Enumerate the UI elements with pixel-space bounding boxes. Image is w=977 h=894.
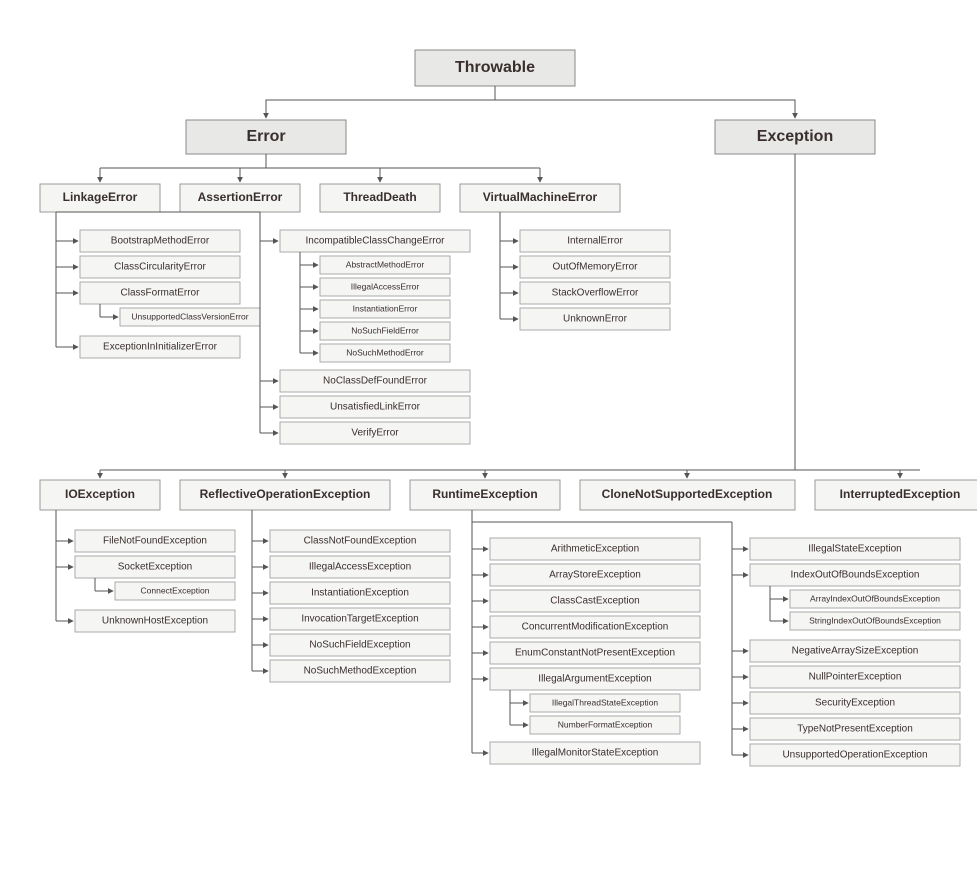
svg-text:InstantiationError: InstantiationError	[353, 303, 418, 313]
hierarchy-diagram: Throwable Error Exception LinkageError A…	[20, 20, 977, 874]
svg-text:NoSuchMethodException: NoSuchMethodException	[304, 666, 417, 677]
runtime-children-2: IllegalStateException IndexOutOfBoundsEx…	[750, 538, 960, 766]
label-threaddeath: ThreadDeath	[343, 190, 416, 204]
svg-text:UnknownError: UnknownError	[563, 314, 628, 325]
svg-text:UnsatisfiedLinkError: UnsatisfiedLinkError	[330, 402, 421, 413]
svg-text:NumberFormatException: NumberFormatException	[558, 719, 653, 729]
svg-text:InvocationTargetException: InvocationTargetException	[301, 614, 418, 625]
svg-text:IllegalStateException: IllegalStateException	[808, 544, 901, 555]
svg-text:NegativeArraySizeException: NegativeArraySizeException	[792, 646, 919, 657]
vmerror-children: InternalError OutOfMemoryError StackOver…	[520, 230, 670, 330]
label-linkageerror: LinkageError	[63, 190, 138, 204]
svg-text:BootstrapMethodError: BootstrapMethodError	[111, 236, 210, 247]
svg-text:NoSuchFieldException: NoSuchFieldException	[309, 640, 410, 651]
svg-text:IllegalArgumentException: IllegalArgumentException	[538, 674, 651, 685]
label-throwable: Throwable	[455, 59, 535, 76]
svg-text:ClassCircularityError: ClassCircularityError	[114, 262, 206, 273]
svg-text:ClassFormatError: ClassFormatError	[121, 288, 201, 299]
label-exception: Exception	[757, 128, 833, 145]
svg-text:IllegalThreadStateException: IllegalThreadStateException	[552, 697, 659, 707]
label-error: Error	[246, 128, 285, 145]
svg-text:ArrayStoreException: ArrayStoreException	[549, 570, 641, 581]
svg-text:CloneNotSupportedException: CloneNotSupportedException	[602, 487, 773, 501]
svg-text:ReflectiveOperationException: ReflectiveOperationException	[200, 487, 371, 501]
svg-text:NoSuchFieldError: NoSuchFieldError	[351, 325, 419, 335]
io-children: FileNotFoundException SocketException Co…	[75, 530, 235, 632]
svg-text:ClassCastException: ClassCastException	[550, 596, 639, 607]
linkage-children: BootstrapMethodError ClassCircularityErr…	[80, 230, 260, 358]
svg-text:NoClassDefFoundError: NoClassDefFoundError	[323, 376, 428, 387]
svg-text:ArithmeticException: ArithmeticException	[551, 544, 639, 555]
svg-text:VerifyError: VerifyError	[351, 428, 399, 439]
svg-text:EnumConstantNotPresentExceptio: EnumConstantNotPresentException	[515, 648, 675, 659]
svg-text:OutOfMemoryError: OutOfMemoryError	[552, 262, 638, 273]
svg-text:StackOverflowError: StackOverflowError	[552, 288, 639, 299]
svg-text:TypeNotPresentException: TypeNotPresentException	[797, 724, 913, 735]
svg-text:UnsupportedClassVersionError: UnsupportedClassVersionError	[131, 311, 248, 321]
svg-text:AbstractMethodError: AbstractMethodError	[346, 259, 425, 269]
svg-text:ConcurrentModificationExceptio: ConcurrentModificationException	[522, 622, 669, 633]
svg-text:UnsupportedOperationException: UnsupportedOperationException	[782, 750, 927, 761]
svg-text:RuntimeException: RuntimeException	[432, 487, 537, 501]
svg-text:NullPointerException: NullPointerException	[809, 672, 902, 683]
linkage-children-2: IncompatibleClassChangeError AbstractMet…	[280, 230, 470, 444]
svg-text:FileNotFoundException: FileNotFoundException	[103, 536, 207, 547]
svg-text:IllegalAccessException: IllegalAccessException	[309, 562, 411, 573]
svg-text:InterruptedException: InterruptedException	[840, 487, 961, 501]
svg-text:InstantiationException: InstantiationException	[311, 588, 409, 599]
svg-text:IndexOutOfBoundsException: IndexOutOfBoundsException	[791, 570, 920, 581]
svg-text:ClassNotFoundException: ClassNotFoundException	[304, 536, 417, 547]
runtime-children-1: ArithmeticException ArrayStoreException …	[490, 538, 700, 764]
svg-text:InternalError: InternalError	[567, 236, 623, 247]
svg-text:IOException: IOException	[65, 487, 135, 501]
svg-text:NoSuchMethodError: NoSuchMethodError	[346, 347, 424, 357]
svg-text:IllegalMonitorStateException: IllegalMonitorStateException	[532, 748, 659, 759]
svg-text:IncompatibleClassChangeError: IncompatibleClassChangeError	[306, 236, 446, 247]
svg-text:SecurityException: SecurityException	[815, 698, 895, 709]
svg-text:SocketException: SocketException	[118, 562, 193, 573]
svg-text:ExceptionInInitializerError: ExceptionInInitializerError	[103, 342, 218, 353]
svg-text:IllegalAccessError: IllegalAccessError	[351, 281, 420, 291]
svg-text:UnknownHostException: UnknownHostException	[102, 616, 208, 627]
label-vmerror: VirtualMachineError	[483, 190, 598, 204]
label-assertionerror: AssertionError	[198, 190, 283, 204]
svg-text:ArrayIndexOutOfBoundsException: ArrayIndexOutOfBoundsException	[810, 593, 940, 603]
svg-text:StringIndexOutOfBoundsExceptio: StringIndexOutOfBoundsException	[809, 615, 941, 625]
svg-text:ConnectException: ConnectException	[141, 585, 210, 595]
reflective-children: ClassNotFoundException IllegalAccessExce…	[270, 530, 450, 682]
